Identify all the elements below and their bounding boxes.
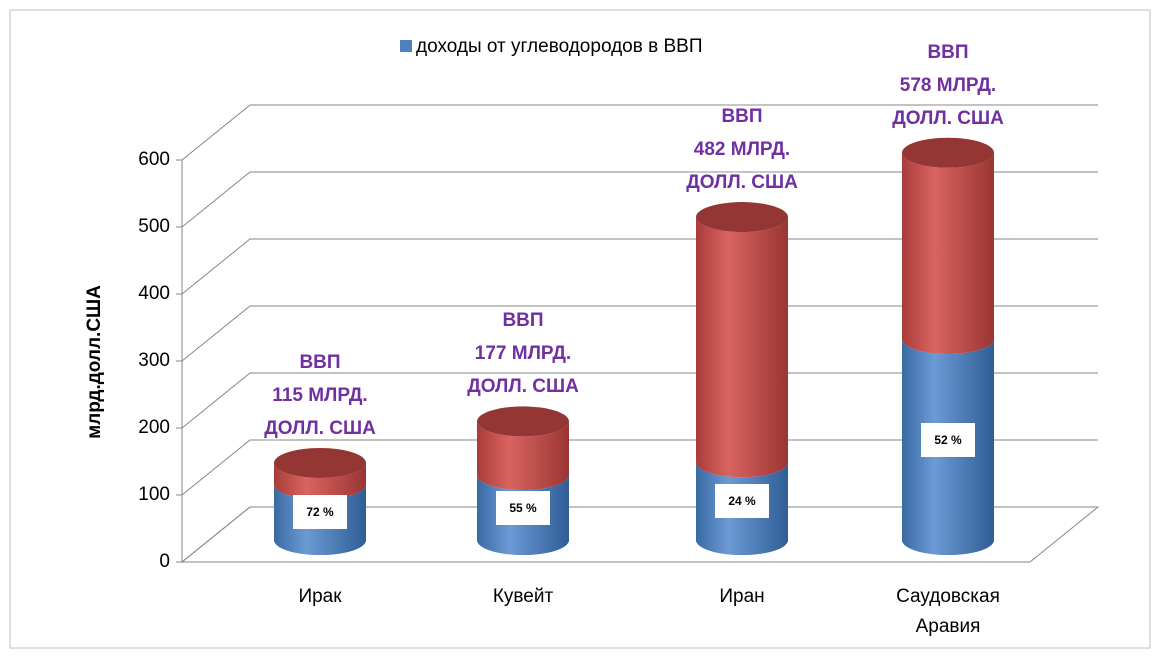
annotation-line: ВВП — [927, 41, 969, 63]
cylinder-top — [696, 202, 788, 233]
annotation-line: ДОЛЛ. США — [264, 417, 376, 439]
y-tick-label: 500 — [138, 216, 170, 237]
annotation-line: ДОЛЛ. США — [467, 376, 579, 398]
annotation-line: 177 МЛРД. — [474, 343, 572, 365]
legend-label: доходы от углеводородов в ВВП — [416, 36, 703, 57]
annotation: ВВП 115 МЛРД. ДОЛЛ. США — [220, 346, 420, 445]
cylinder-top — [477, 406, 569, 437]
annotation-line: 482 МЛРД. — [693, 139, 791, 161]
x-tick-label: Кувейт — [492, 586, 554, 607]
grid-line — [181, 104, 1098, 161]
x-tick-label: Ирак — [298, 586, 342, 607]
annotation-line: 115 МЛРД. — [272, 384, 368, 406]
share-label: 72 % — [293, 495, 347, 530]
y-tick-label: 100 — [138, 484, 170, 505]
y-tick-label: 600 — [138, 149, 170, 170]
grid-line — [181, 305, 1098, 362]
cylinder-top — [274, 447, 366, 478]
y-tick-label: 300 — [138, 350, 170, 371]
cylinder-segment — [902, 152, 994, 354]
grid-line — [181, 238, 1098, 295]
cylinder-segment — [696, 217, 788, 478]
grid-line — [181, 372, 1098, 429]
annotation: ВВП 482 МЛРД. ДОЛЛ. США — [642, 100, 842, 199]
y-axis-label: млрд.долл.США — [84, 285, 105, 439]
annotation-line: ВВП — [299, 351, 341, 373]
y-tick-label: 400 — [138, 283, 170, 304]
legend-swatch — [400, 40, 412, 52]
grid-line — [181, 506, 1098, 563]
annotation-line: ВВП — [502, 310, 544, 332]
grid-line — [181, 439, 1098, 496]
cylinder-segment — [274, 462, 366, 500]
annotation-line: 578 МЛРД. — [899, 74, 997, 96]
x-tick-label: Иран — [719, 586, 765, 607]
annotation: ВВП 578 МЛРД. ДОЛЛ. США — [848, 36, 1048, 135]
annotation-line: ДОЛЛ. США — [686, 172, 798, 194]
grid-line — [181, 171, 1098, 228]
cylinder-segment — [477, 421, 569, 491]
y-tick-label: 0 — [159, 551, 170, 572]
share-label: 24 % — [715, 484, 769, 519]
annotation: ВВП 177 МЛРД. ДОЛЛ. США — [423, 304, 623, 403]
annotation-line: ВВП — [721, 106, 763, 128]
frame — [9, 9, 1151, 649]
annotation-line: ДОЛЛ. США — [892, 107, 1004, 129]
share-label: 55 % — [496, 490, 550, 525]
share-label: 52 % — [921, 422, 975, 457]
y-tick-label: 200 — [138, 417, 170, 438]
cylinder-top — [902, 137, 994, 168]
x-tick-label: Саудовская Аравия — [896, 586, 1000, 637]
